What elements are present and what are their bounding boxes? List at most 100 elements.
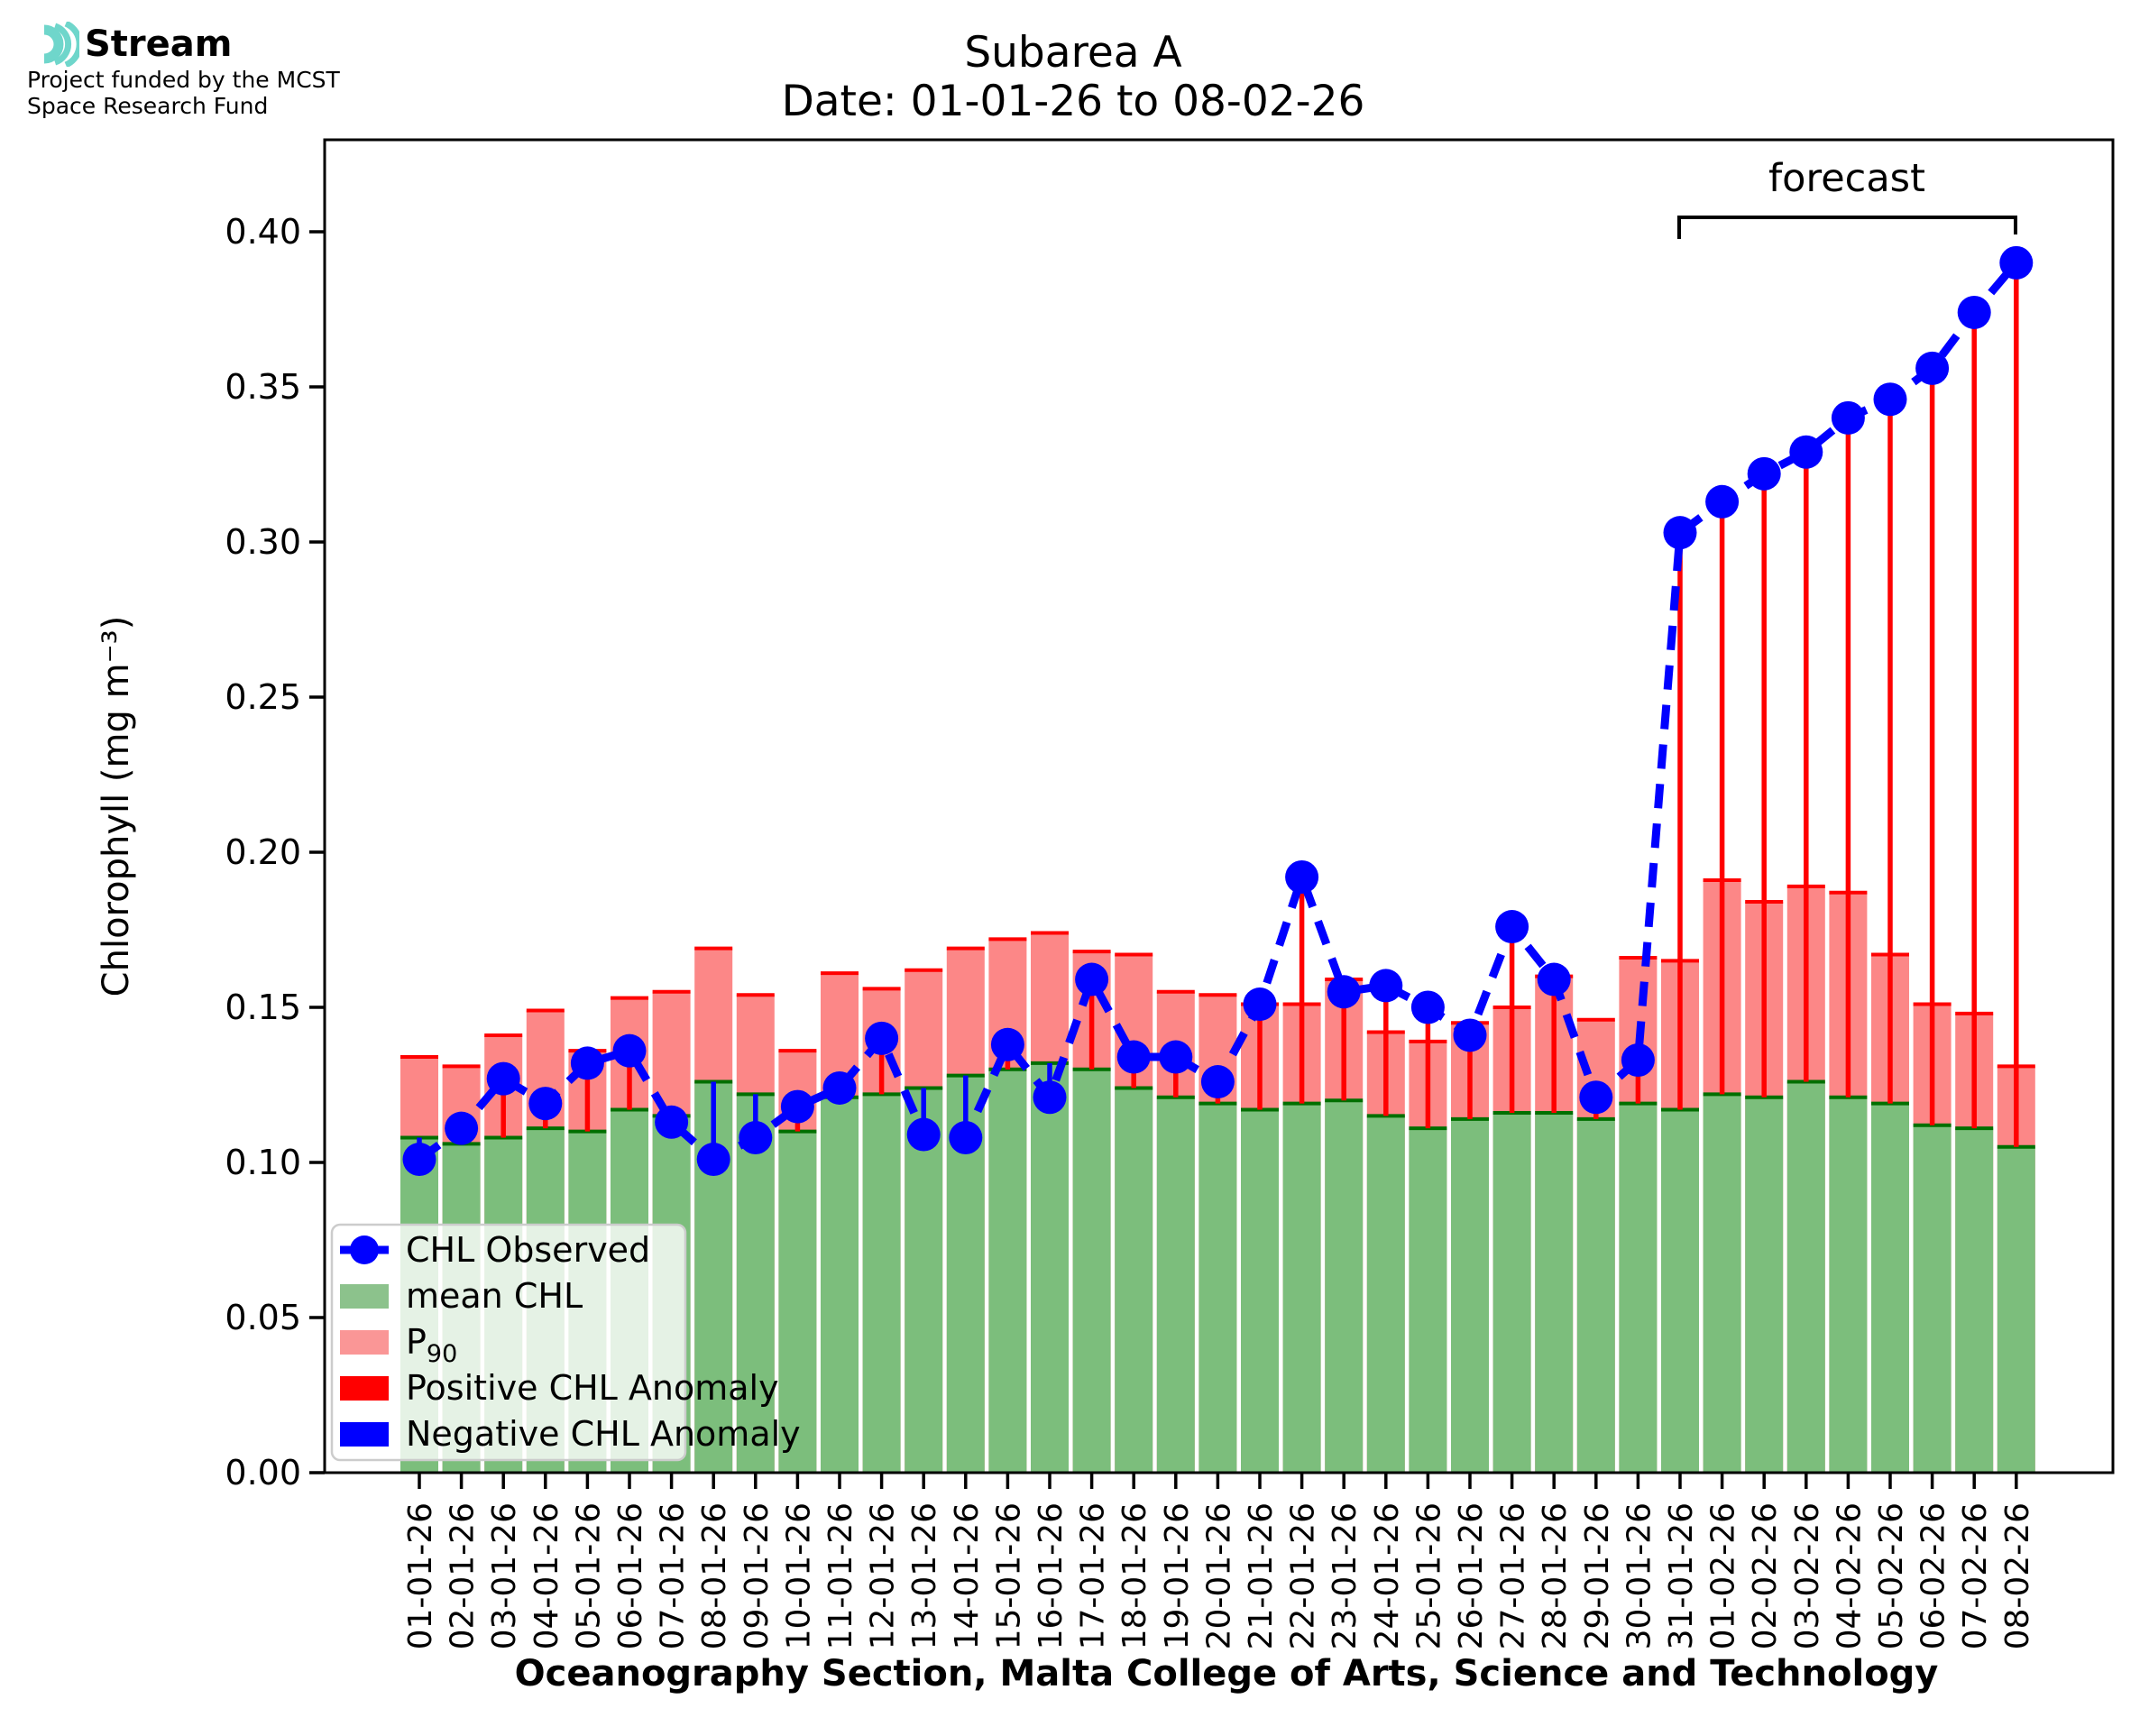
observed-point	[1116, 1040, 1151, 1074]
observed-point	[739, 1120, 773, 1154]
mean-bar	[1913, 1125, 1952, 1473]
legend-label-mean: mean CHL	[406, 1276, 583, 1316]
y-tick-label: 0.10	[225, 1143, 301, 1182]
x-tick-label: 17-01-26	[1075, 1502, 1112, 1649]
x-tick-label: 29-01-26	[1579, 1502, 1616, 1649]
mean-bar	[1282, 1103, 1321, 1473]
mean-bar	[736, 1094, 775, 1473]
x-tick-label: 20-01-26	[1200, 1502, 1237, 1649]
x-tick-label: 04-02-26	[1831, 1502, 1868, 1649]
mean-bar	[1619, 1103, 1658, 1473]
legend-box	[330, 1223, 687, 1462]
y-tick-label: 0.40	[225, 212, 301, 252]
legend-positive-anomaly-swatch	[340, 1376, 389, 1401]
x-tick-label: 24-01-26	[1369, 1502, 1406, 1649]
logo-arc-middle	[53, 23, 72, 66]
mean-bar	[905, 1088, 943, 1473]
x-tick-label: 11-01-26	[822, 1502, 859, 1649]
observed-point	[1495, 910, 1529, 944]
anomaly-lines-layer	[417, 262, 2019, 1160]
legend-mean-swatch	[340, 1284, 389, 1309]
x-tick-label: 06-02-26	[1915, 1502, 1952, 1649]
logo-tagline-line1: Project funded by the MCST	[27, 67, 340, 93]
observed-point	[1033, 1080, 1067, 1115]
x-tick-label: 07-02-26	[1957, 1502, 1994, 1649]
y-tick-label: 0.35	[225, 367, 301, 407]
mean-bar	[1661, 1109, 1699, 1473]
legend-label-p90-sub: 90	[427, 1340, 457, 1368]
x-tick-label: 10-01-26	[780, 1502, 817, 1649]
x-tick-label: 27-01-26	[1495, 1502, 1532, 1649]
observed-point	[402, 1143, 436, 1177]
logo-tagline-line2: Space Research Fund	[27, 93, 269, 119]
mean-bar	[862, 1094, 901, 1473]
mean-bar	[1997, 1146, 2035, 1473]
legend-label-p90-main: P	[406, 1322, 427, 1362]
y-tick-label: 0.25	[225, 677, 301, 717]
observed-point	[1200, 1065, 1235, 1099]
mean-bar	[1576, 1118, 1615, 1473]
plot-border	[323, 138, 2115, 1474]
observed-point	[696, 1143, 730, 1177]
observed-point	[949, 1120, 983, 1154]
legend-label-observed: CHL Observed	[406, 1230, 650, 1270]
forecast-label: forecast	[1768, 156, 1925, 201]
observed-point	[1285, 860, 1319, 895]
y-tick-label: 0.15	[225, 987, 301, 1027]
observed-point	[445, 1111, 479, 1145]
mean-bar	[1451, 1118, 1489, 1473]
x-tick-label: 14-01-26	[949, 1502, 986, 1649]
x-tick-label: 22-01-26	[1285, 1502, 1322, 1649]
observed-point	[570, 1046, 604, 1080]
observed-point	[1831, 400, 1865, 435]
mean-bar	[1703, 1094, 1741, 1473]
y-tick-label: 0.20	[225, 832, 301, 872]
x-axis-label: Oceanography Section, Malta College of A…	[515, 1653, 1939, 1695]
x-tick-label: 09-01-26	[739, 1502, 776, 1649]
mean-bar	[1829, 1097, 1868, 1473]
mean-bar	[1241, 1109, 1279, 1473]
y-axis-label: Chlorophyll (mg m⁻³)	[96, 616, 137, 997]
legend-label-positive-anomaly: Positive CHL Anomaly	[406, 1368, 779, 1408]
observed-point	[1789, 435, 1823, 469]
observed-point	[1537, 962, 1571, 997]
observed-point	[1453, 1018, 1487, 1052]
observed-point	[822, 1070, 857, 1105]
observed-point	[486, 1061, 520, 1096]
mean-bar	[988, 1069, 1027, 1473]
x-tick-label: 28-01-26	[1537, 1502, 1574, 1649]
observed-point	[1243, 987, 1277, 1022]
observed-point	[1915, 351, 1950, 385]
mean-bar	[1745, 1097, 1784, 1473]
observed-point	[906, 1117, 941, 1152]
x-tick-label: 26-01-26	[1453, 1502, 1490, 1649]
observed-point	[865, 1021, 899, 1055]
observed-point	[1621, 1043, 1655, 1077]
axis-ticks-layer: 0.00 0.05 0.10 0.15 0.20 0.25 0.30 0.35 0.40 01-0…	[225, 212, 2035, 1649]
stream-logo: Stream Project funded by the MCST Space …	[0, 0, 379, 126]
y-tick-label: 0.00	[225, 1453, 301, 1493]
mean-bar	[1409, 1128, 1447, 1473]
x-tick-label: 08-02-26	[1999, 1502, 2036, 1649]
observed-point	[528, 1087, 563, 1121]
x-tick-label: 03-01-26	[486, 1502, 523, 1649]
mean-bar	[1535, 1112, 1574, 1473]
mean-bar	[821, 1097, 859, 1473]
x-tick-label: 01-01-26	[402, 1502, 439, 1649]
mean-bar	[1072, 1069, 1111, 1473]
mean-bar	[1156, 1097, 1195, 1473]
legend-label-negative-anomaly: Negative CHL Anomaly	[406, 1414, 801, 1454]
mean-bar	[1115, 1088, 1153, 1473]
observed-point	[612, 1033, 647, 1068]
x-tick-label: 06-01-26	[612, 1502, 649, 1649]
logo-brand-text: Stream	[85, 23, 233, 65]
x-tick-label: 16-01-26	[1033, 1502, 1070, 1649]
x-tick-label: 15-01-26	[990, 1502, 1027, 1649]
x-tick-label: 05-01-26	[570, 1502, 607, 1649]
y-tick-label: 0.30	[225, 522, 301, 562]
x-tick-label: 04-01-26	[528, 1502, 565, 1649]
logo-arc-outer	[64, 22, 79, 67]
x-tick-label: 08-01-26	[696, 1502, 733, 1649]
legend-label-p90: P90	[406, 1322, 457, 1368]
